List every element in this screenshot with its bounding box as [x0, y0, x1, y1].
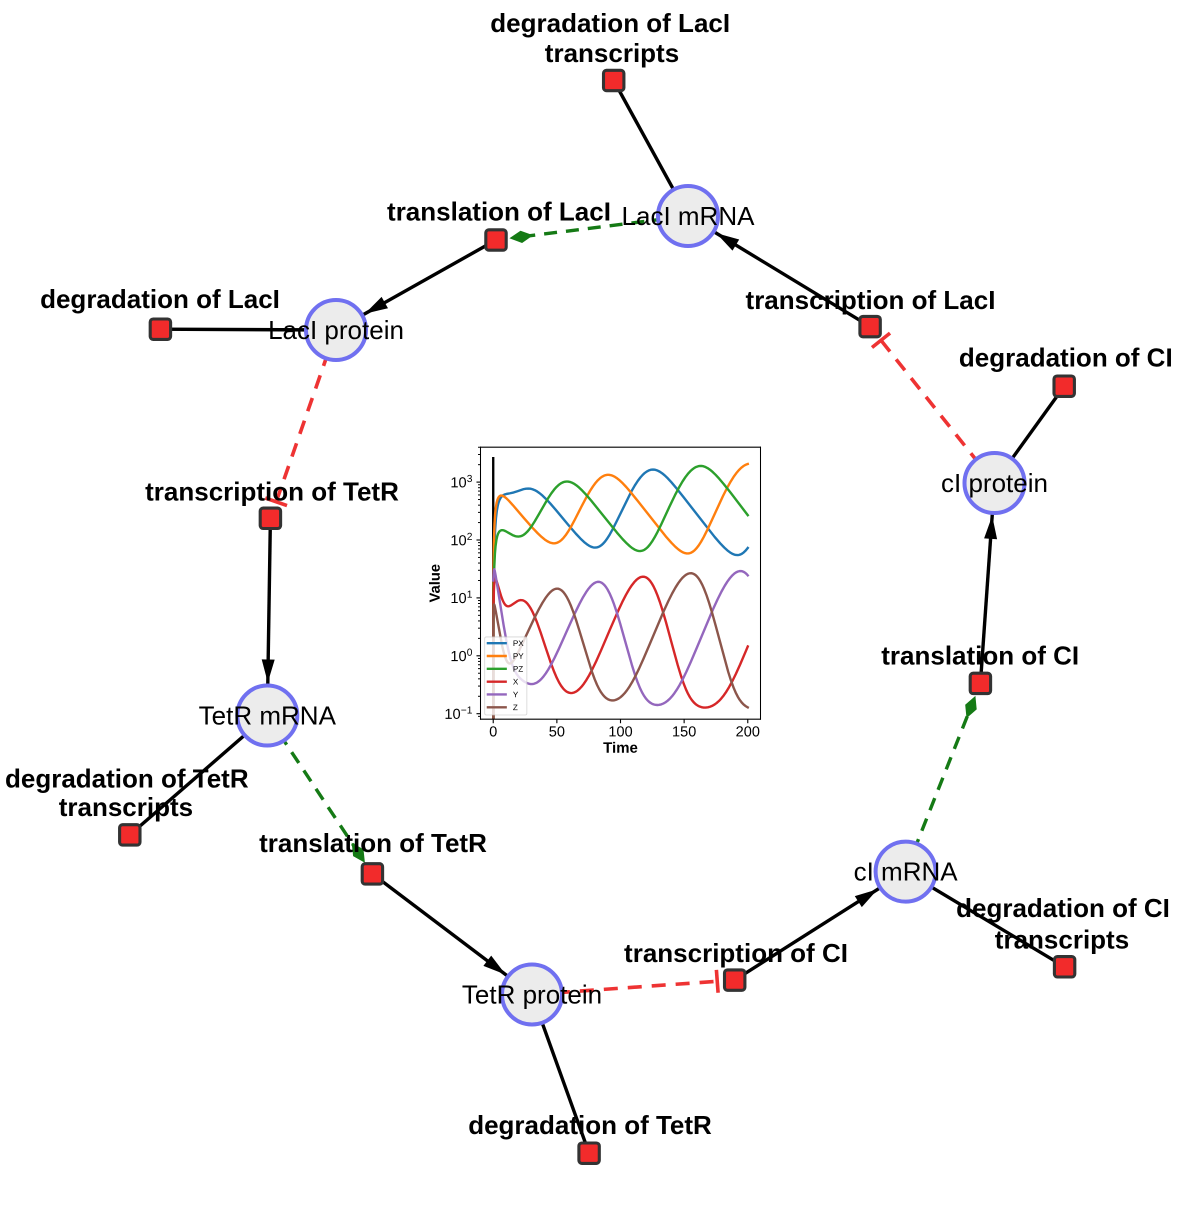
- svg-text:translation of CI: translation of CI: [881, 641, 1079, 671]
- svg-text:TetR mRNA: TetR mRNA: [199, 701, 337, 731]
- svg-text:degradation of CI: degradation of CI: [956, 893, 1170, 923]
- svg-text:LacI mRNA: LacI mRNA: [622, 201, 756, 231]
- svg-text:degradation of TetR: degradation of TetR: [468, 1110, 712, 1140]
- svg-text:transcripts: transcripts: [995, 924, 1129, 954]
- svg-text:degradation of CI: degradation of CI: [959, 342, 1173, 372]
- svg-text:transcription of CI: transcription of CI: [624, 938, 848, 968]
- svg-text:translation of LacI: translation of LacI: [387, 196, 611, 226]
- svg-text:transcription of TetR: transcription of TetR: [145, 477, 399, 507]
- svg-text:cI mRNA: cI mRNA: [854, 857, 959, 887]
- svg-text:transcripts: transcripts: [545, 38, 679, 68]
- svg-text:cI protein: cI protein: [941, 468, 1048, 498]
- svg-text:degradation of LacI: degradation of LacI: [40, 284, 280, 314]
- svg-text:degradation of LacI: degradation of LacI: [490, 8, 730, 38]
- svg-text:translation of TetR: translation of TetR: [259, 828, 487, 858]
- svg-text:LacI protein: LacI protein: [268, 315, 404, 345]
- svg-text:degradation of TetR: degradation of TetR: [5, 764, 249, 794]
- svg-text:TetR protein: TetR protein: [462, 980, 602, 1010]
- svg-text:transcripts: transcripts: [59, 792, 193, 822]
- svg-text:transcription of LacI: transcription of LacI: [746, 285, 996, 315]
